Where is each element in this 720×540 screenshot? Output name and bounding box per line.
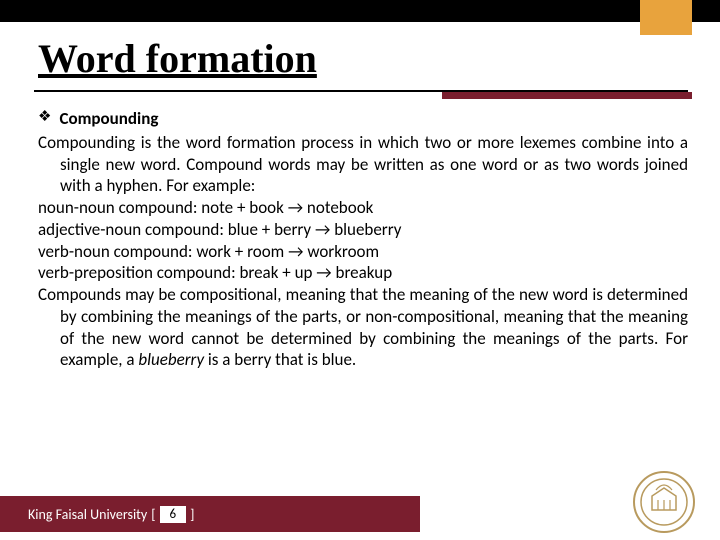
top-bar (0, 0, 720, 22)
diamond-bullet-icon: ❖ (38, 108, 51, 127)
para2-b: is a berry that is blue. (204, 349, 356, 370)
example-1: noun-noun compound: note + book → notebo… (38, 197, 688, 219)
institution-name: King Faisal University (28, 506, 147, 523)
example-3: verb-noun compound: work + room → workro… (38, 241, 688, 263)
accent-block (640, 0, 692, 35)
para2-a: Compounds may be compositional, meaning … (38, 284, 688, 370)
content-area: ❖ Compounding Compounding is the word fo… (38, 108, 688, 371)
example-2: adjective-noun compound: blue + berry → … (38, 219, 688, 241)
bracket-close: ] (190, 506, 194, 523)
bracket-open: [ (151, 506, 155, 523)
maroon-strip (442, 92, 692, 99)
heading-row: ❖ Compounding (38, 108, 688, 130)
para2-italic: blueberry (138, 349, 204, 370)
body-text: Compounding is the word formation proces… (38, 132, 688, 371)
footer-bar: King Faisal University [ 6 ] (0, 496, 420, 532)
heading-text: Compounding (59, 108, 158, 130)
example-4: verb-preposition compound: break + up → … (38, 262, 688, 284)
page-number: 6 (160, 506, 187, 523)
slide-title: Word formation (38, 35, 317, 82)
university-logo-icon (632, 470, 696, 534)
intro-paragraph: Compounding is the word formation proces… (38, 132, 688, 197)
para-2: Compounds may be compositional, meaning … (38, 284, 688, 371)
intro-text: Compounding is the word formation proces… (38, 132, 688, 197)
